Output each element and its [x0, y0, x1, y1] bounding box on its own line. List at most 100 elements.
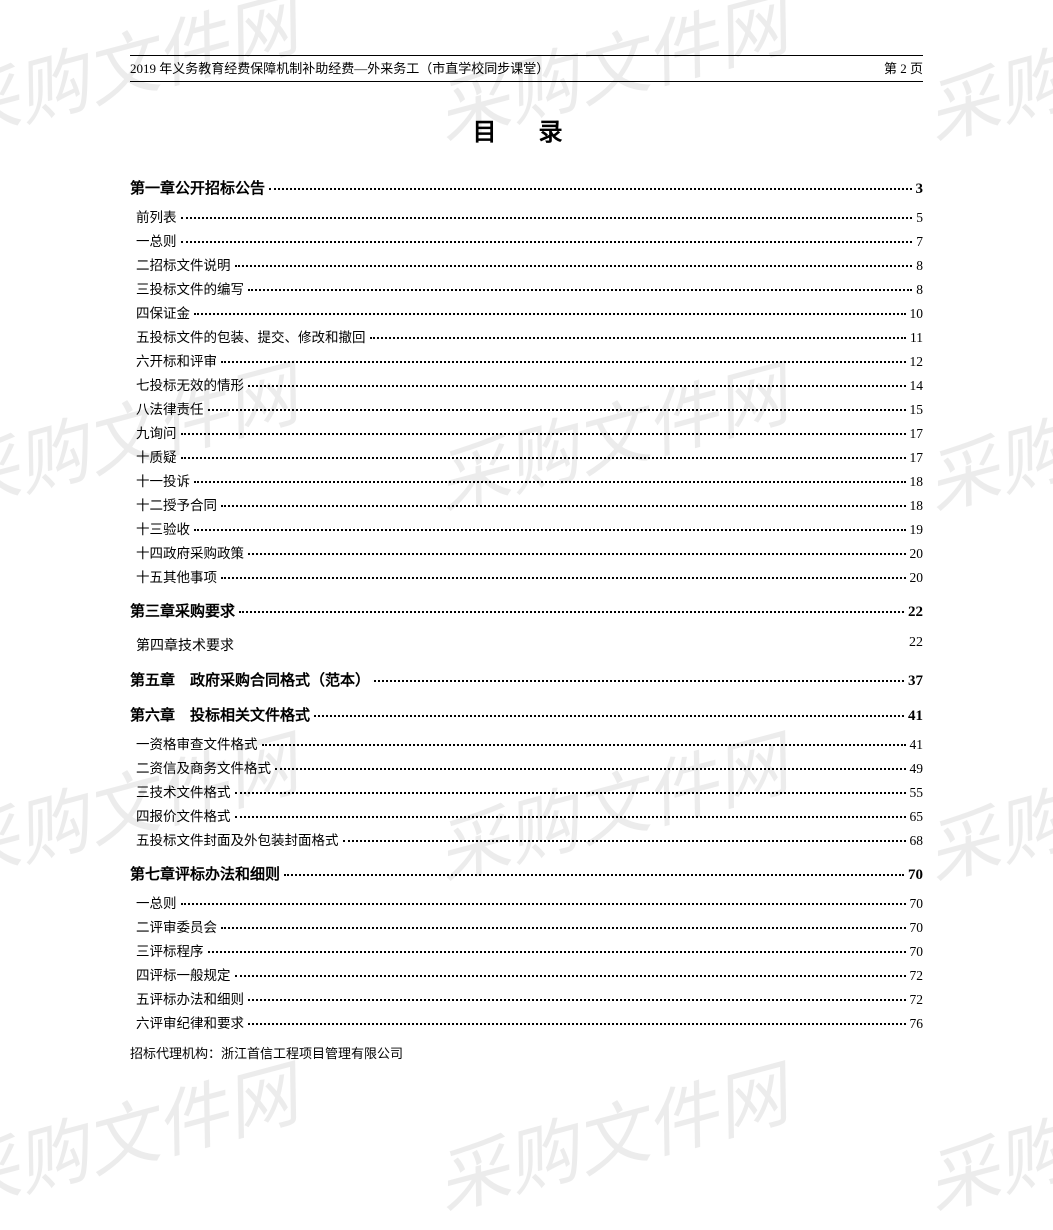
- toc-item-label: 一资格审查文件格式: [136, 733, 258, 753]
- toc-dots: [194, 529, 906, 531]
- toc-dots: [275, 768, 906, 770]
- toc-item: 十五其他事项20: [136, 566, 923, 586]
- toc-item-label: 三评标程序: [136, 940, 204, 960]
- toc-chapter: 第六章 投标相关文件格式 41: [130, 704, 923, 725]
- toc-dots: [248, 1023, 906, 1025]
- toc-chapter: 第七章评标办法和细则 70: [130, 863, 923, 884]
- toc-chapter-label: 第一章公开招标公告: [130, 177, 265, 198]
- toc-dots: [314, 715, 904, 717]
- toc-item-page: 41: [910, 737, 924, 753]
- toc-dots: [181, 241, 913, 243]
- toc-item: 二资信及商务文件格式49: [136, 757, 923, 777]
- toc-item-label: 十质疑: [136, 446, 177, 466]
- toc-chapter-label: 第七章评标办法和细则: [130, 863, 280, 884]
- toc-item: 前列表5: [136, 206, 923, 226]
- toc-item-page: 8: [916, 282, 923, 298]
- toc-chapter-label: 第五章 政府采购合同格式（范本）: [130, 669, 370, 690]
- toc-dots: [235, 792, 906, 794]
- toc-dots: [374, 680, 904, 682]
- toc-item-label: 前列表: [136, 206, 177, 226]
- toc-item-page: 20: [910, 570, 924, 586]
- toc-dots: [235, 265, 913, 267]
- toc-item: 三技术文件格式 55: [136, 781, 923, 801]
- toc-item: 八法律责任15: [136, 398, 923, 418]
- header-left: 2019 年义务教育经费保障机制补助经费—外来务工（市直学校同步课堂）: [130, 58, 549, 77]
- toc-item: 五评标办法和细则 72: [136, 988, 923, 1008]
- toc-item-label: 十三验收: [136, 518, 190, 538]
- toc-item-page: 55: [910, 785, 924, 801]
- page-header: 2019 年义务教育经费保障机制补助经费—外来务工（市直学校同步课堂） 第 2 …: [130, 55, 923, 82]
- toc-item: 六评审纪律和要求 76: [136, 1012, 923, 1032]
- toc-item-label: 五投标文件封面及外包装封面格式: [136, 829, 339, 849]
- toc-item-page: 11: [910, 330, 923, 346]
- toc-dots: [262, 744, 906, 746]
- toc-dots: [248, 289, 912, 291]
- toc-item-label: 五评标办法和细则: [136, 988, 244, 1008]
- toc-item-label: 二评审委员会: [136, 916, 217, 936]
- toc-item: 四报价文件格式65: [136, 805, 923, 825]
- toc-item: 二评审委员会 70: [136, 916, 923, 936]
- toc-item-page: 68: [910, 833, 924, 849]
- toc-item-label: 三投标文件的编写: [136, 278, 244, 298]
- toc-item-page: 70: [910, 920, 924, 936]
- toc: 第一章公开招标公告 3前列表5一总则7二招标文件说明8三投标文件的编写8四保证金…: [130, 177, 923, 1032]
- toc-item-page: 8: [916, 258, 923, 274]
- toc-item-label: 五投标文件的包装、提交、修改和撤回: [136, 326, 366, 346]
- toc-chapter: 第五章 政府采购合同格式（范本） 37: [130, 669, 923, 690]
- toc-item: 十质疑 17: [136, 446, 923, 466]
- toc-dots: [343, 840, 906, 842]
- toc-item-page: 19: [910, 522, 924, 538]
- toc-item: 十三验收 19: [136, 518, 923, 538]
- toc-item: 四评标一般规定72: [136, 964, 923, 984]
- toc-item-page: 70: [910, 896, 924, 912]
- toc-dots: [208, 409, 906, 411]
- toc-item-page: 72: [910, 992, 924, 1008]
- toc-item: 五投标文件封面及外包装封面格式 68: [136, 829, 923, 849]
- toc-item-page: 76: [910, 1016, 924, 1032]
- toc-item-label: 二招标文件说明: [136, 254, 231, 274]
- toc-dots: [248, 999, 906, 1001]
- toc-item-page: 12: [910, 354, 924, 370]
- toc-item-page: 10: [910, 306, 924, 322]
- toc-chapter-page: 70: [908, 867, 923, 884]
- toc-dots: [181, 903, 906, 905]
- toc-item-page: 65: [910, 809, 924, 825]
- toc-chapter-page: 22: [908, 604, 923, 621]
- toc-item-label: 一总则: [136, 230, 177, 250]
- toc-item-page: 14: [910, 378, 924, 394]
- toc-chapter-label: 第六章 投标相关文件格式: [130, 704, 310, 725]
- toc-dots: [194, 481, 906, 483]
- toc-item-page: 70: [910, 944, 924, 960]
- toc-item: 一总则 7: [136, 230, 923, 250]
- toc-item-page: 17: [910, 426, 924, 442]
- document-page: 2019 年义务教育经费保障机制补助经费—外来务工（市直学校同步课堂） 第 2 …: [0, 0, 1053, 1122]
- toc-dots: [239, 611, 904, 613]
- toc-item-label: 七投标无效的情形: [136, 374, 244, 394]
- toc-chapter-label: 第四章技术要求: [136, 635, 234, 655]
- toc-item: 十一投诉18: [136, 470, 923, 490]
- toc-item-label: 六评审纪律和要求: [136, 1012, 244, 1032]
- toc-dots: [269, 188, 911, 190]
- toc-item-page: 18: [910, 498, 924, 514]
- toc-chapter: 第三章采购要求 22: [130, 600, 923, 621]
- toc-item: 三评标程序 70: [136, 940, 923, 960]
- toc-dots: [370, 337, 907, 339]
- toc-dots: [248, 385, 906, 387]
- toc-item-page: 7: [916, 234, 923, 250]
- toc-dots: [235, 975, 906, 977]
- toc-item: 四保证金 10: [136, 302, 923, 322]
- toc-item-page: 17: [910, 450, 924, 466]
- toc-dots: [181, 433, 906, 435]
- toc-chapter-plain: 第四章技术要求22: [130, 635, 923, 655]
- toc-dots: [221, 927, 906, 929]
- toc-item-label: 九询问: [136, 422, 177, 442]
- toc-dots: [248, 553, 906, 555]
- toc-dots: [284, 874, 904, 876]
- toc-item: 三投标文件的编写 8: [136, 278, 923, 298]
- toc-dots: [221, 577, 906, 579]
- toc-item-label: 四保证金: [136, 302, 190, 322]
- toc-chapter-page: 37: [908, 673, 923, 690]
- toc-item: 七投标无效的情形 14: [136, 374, 923, 394]
- toc-item-label: 三技术文件格式: [136, 781, 231, 801]
- toc-dots: [221, 505, 906, 507]
